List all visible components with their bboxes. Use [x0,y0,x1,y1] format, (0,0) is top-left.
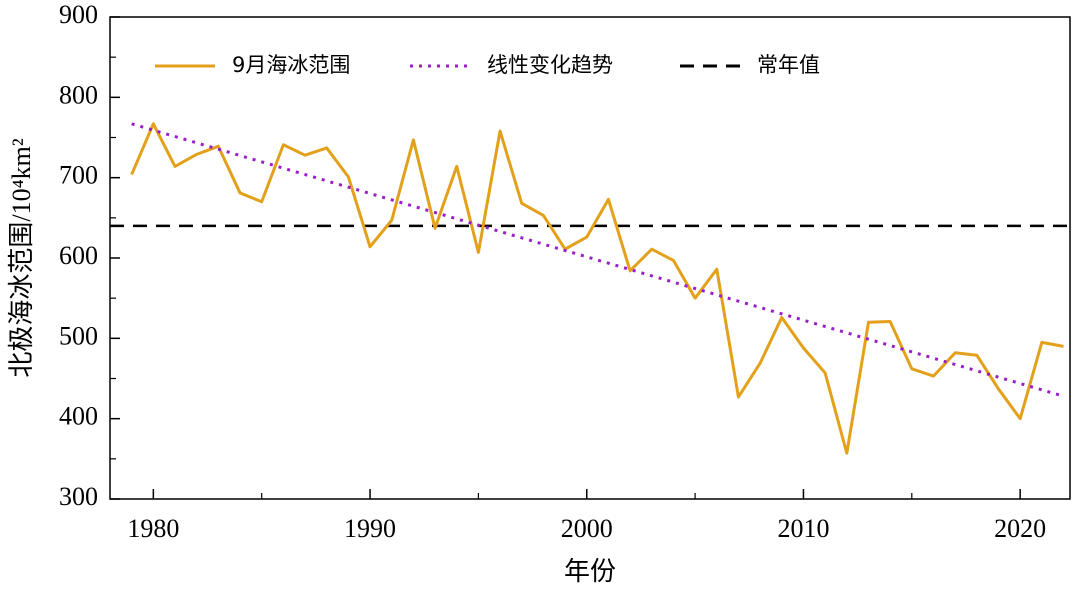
y-tick-label: 500 [59,321,98,350]
y-tick-label: 700 [59,161,98,190]
x-tick-label: 1990 [344,514,396,543]
plot-frame [109,16,1071,500]
y-tick-label: 400 [59,402,98,431]
x-tick-label: 2000 [561,514,613,543]
y-tick-label: 900 [59,0,98,29]
y-tick-label: 300 [59,482,98,511]
x-tick-label: 2020 [994,514,1046,543]
x-tick-label: 2010 [777,514,829,543]
y-tick-label: 800 [59,80,98,109]
y-tick-label: 600 [59,241,98,270]
legend-label: 常年值 [757,53,820,77]
series-line [131,122,1064,398]
legend-label: 9月海冰范围 [232,53,350,77]
legend-label: 线性变化趋势 [487,53,613,77]
x-tick-label: 1980 [127,514,179,543]
series-line [130,122,1064,455]
x-axis-label: 年份 [564,557,616,586]
y-axis-label: 北极海冰范围/10⁴km² [7,138,36,378]
